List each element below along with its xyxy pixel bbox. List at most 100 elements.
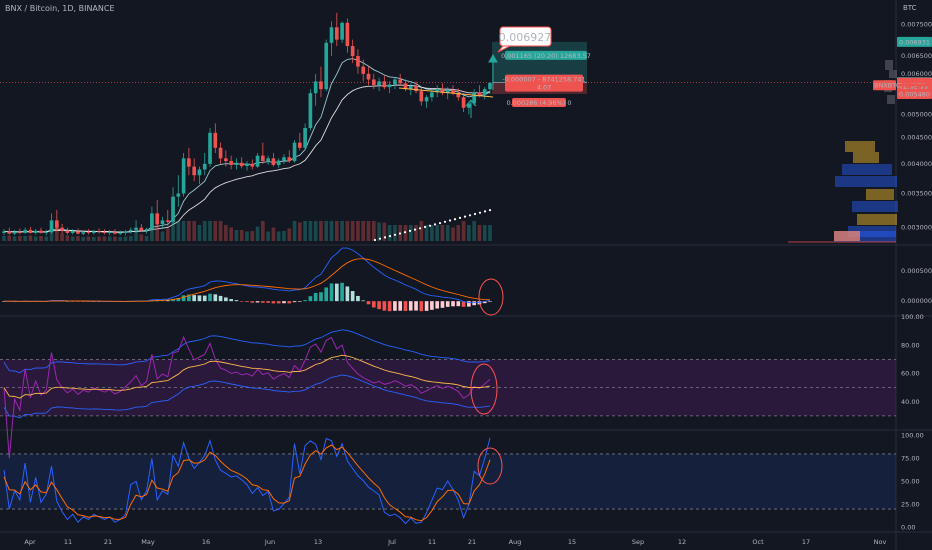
projection-dot (433, 223, 437, 226)
price-axis-tick-2: 0.006000 (901, 70, 932, 78)
ema-fast-line (3, 58, 491, 233)
volume-bar (202, 221, 207, 241)
macd-histogram-bar (70, 301, 75, 302)
volume-bar (414, 225, 418, 241)
macd-histogram-bar (451, 301, 455, 307)
candle-body (340, 22, 344, 40)
volume-bar (86, 236, 91, 241)
candle-body (123, 231, 128, 233)
macd-histogram-bar (192, 295, 197, 302)
candle-body (187, 158, 191, 167)
price-tag-0 (897, 36, 932, 47)
candle-body (482, 89, 487, 96)
macd-histogram-bar (224, 297, 228, 302)
candle-body (28, 229, 33, 233)
volume-bar (33, 236, 38, 241)
volume-bar (54, 225, 59, 241)
projection-dot (473, 212, 477, 216)
macd-histogram-bar (414, 301, 418, 311)
candle-body (229, 161, 233, 165)
candle-body (218, 147, 223, 159)
volume-bar (192, 221, 197, 241)
macd-histogram-bar (187, 294, 191, 302)
volume-bar (266, 231, 270, 241)
macd-histogram-bar (319, 292, 323, 302)
x-axis-label-2: 21 (104, 538, 112, 546)
projection-dot (423, 225, 427, 229)
volume-profile-row-6 (848, 226, 896, 237)
candle-body (33, 230, 38, 233)
volume-bar (102, 236, 107, 241)
volume-profile-row-5 (857, 214, 897, 225)
price-axis-tick-6: 0.004000 (901, 160, 932, 168)
candle-body (414, 86, 418, 92)
candle-body (334, 27, 339, 40)
rsi-line (3, 335, 491, 459)
candle-body (234, 162, 239, 165)
volume-bar (467, 225, 471, 241)
volume-bar (482, 225, 487, 241)
candle-body (366, 73, 371, 80)
volume-bar (451, 227, 455, 241)
stoch-axis-tick-1: 75.00 (901, 455, 920, 463)
candle-body (477, 92, 482, 96)
candle-body (297, 142, 302, 148)
volume-bar (113, 236, 117, 241)
candle-body (54, 220, 59, 228)
candle-body (398, 79, 403, 84)
rsi-lower-band (3, 374, 491, 419)
rsi-axis-tick-3: 40.00 (901, 398, 920, 406)
candle-body (461, 97, 466, 108)
volume-bar (440, 225, 445, 241)
macd-histogram-bar (435, 301, 440, 309)
macd-histogram-bar (377, 301, 381, 310)
macd-histogram-bar (234, 300, 239, 302)
volume-bar (477, 225, 482, 241)
candle-body (371, 79, 376, 86)
candle-body (456, 93, 461, 98)
volume-bar (250, 231, 255, 241)
volume-bar (282, 231, 286, 241)
candle-body (282, 157, 286, 161)
x-axis-label-12: Sep (632, 538, 644, 546)
candle-body (192, 166, 197, 176)
price-tag-text-0: 0.006931 (899, 38, 930, 46)
macd-histogram-bar (287, 301, 292, 304)
volume-profile-row-7 (834, 231, 896, 242)
volume-profile-row-4 (852, 201, 898, 212)
candle-body (224, 158, 228, 162)
macd-histogram-bar (356, 295, 360, 302)
position-stop-label-box (512, 97, 566, 107)
stoch-highlight-circle (477, 447, 503, 485)
projection-dot (418, 227, 422, 230)
macd-histogram-bar (430, 301, 434, 310)
candle-body (266, 158, 270, 162)
macd-histogram-bar (197, 295, 202, 302)
candle-body (255, 155, 260, 167)
projection-dot (388, 235, 392, 238)
volume-bar (139, 234, 144, 241)
candle-body (292, 142, 297, 162)
candle-body (113, 232, 117, 234)
candle-body (403, 83, 408, 90)
macd-histogram-bar (245, 301, 249, 303)
volume-bar (456, 225, 461, 241)
candle-body (324, 42, 329, 90)
volume-bar (377, 222, 381, 241)
macd-histogram-bar (334, 283, 339, 302)
x-axis-label-13: 12 (678, 538, 686, 546)
x-axis-label-10: Aug (509, 538, 522, 546)
x-axis-label-5: Jun (264, 538, 275, 546)
candle-body (118, 232, 123, 234)
price-tag-5 (897, 88, 932, 99)
candle-body (387, 84, 392, 88)
macd-histogram-bar (276, 301, 281, 304)
candle-body (134, 227, 138, 230)
macd-histogram-bar (303, 300, 307, 302)
volume-bar (366, 221, 371, 241)
candle-body (435, 89, 440, 93)
candle-body (18, 232, 22, 233)
price-axis-tick-0: 0.007500 (901, 20, 932, 28)
breakout-arrow-icon (465, 99, 477, 118)
